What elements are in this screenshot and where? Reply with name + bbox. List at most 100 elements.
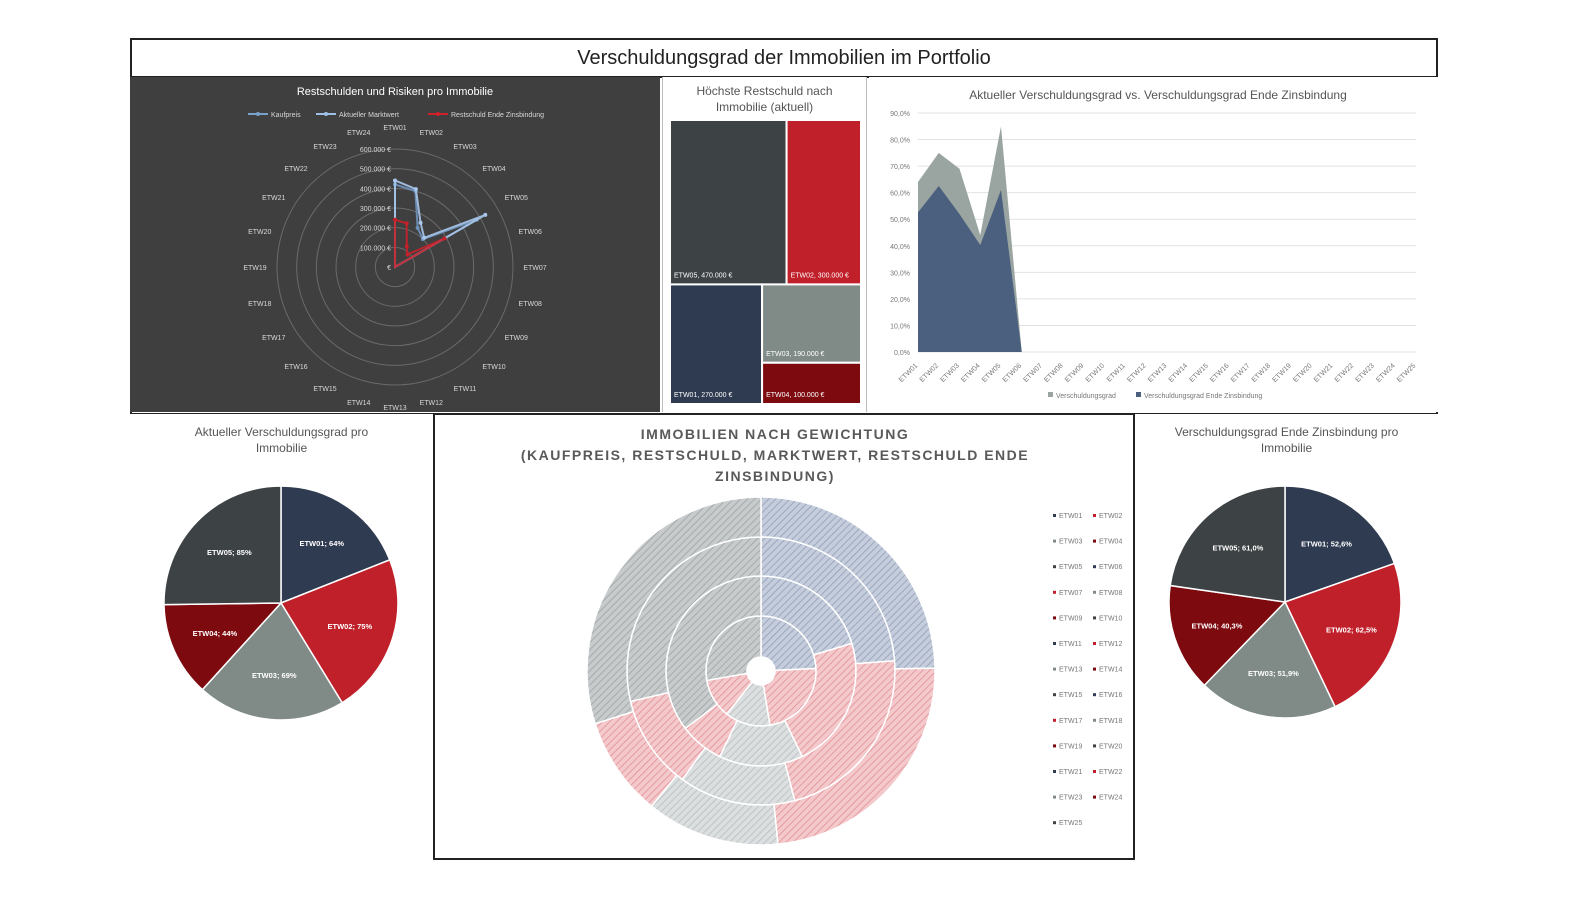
- area-x-tick-etw09: ETW09: [1064, 362, 1086, 384]
- treemap-tile-2: [785, 119, 862, 286]
- radar-category-etw05: ETW05: [505, 195, 528, 202]
- sunburst-legend-swatch: [1093, 693, 1096, 697]
- radar-category-etw15: ETW15: [313, 386, 336, 393]
- radar-category-etw06: ETW06: [519, 229, 542, 236]
- radar-chart: Restschulden und Risiken pro Immobilie €…: [243, 86, 546, 412]
- pie-end-chart: ETW01; 52,6% ETW02; 62,5% ETW03; 51,9% ETW0…: [1168, 485, 1402, 719]
- treemap-tile-3: [669, 283, 764, 405]
- area-y-tick: 10,0%: [890, 323, 910, 330]
- radar-category-etw08: ETW08: [519, 301, 542, 308]
- sunburst-segment-restschuld-ende-zinsbindung-5: [586, 496, 762, 725]
- sunburst-legend-etw04: ETW04: [1099, 539, 1122, 546]
- treemap-panel: Höchste Restschuld nach Immobilie (aktue…: [662, 77, 867, 412]
- radar-chart-panel: Restschulden und Risiken pro Immobilie €…: [130, 77, 660, 412]
- radar-tick-label: 100.000 €: [360, 245, 391, 252]
- radar-category-etw24: ETW24: [347, 130, 370, 137]
- pie-slice-label: ETW04; 44%: [193, 629, 238, 638]
- sunburst-legend-swatch: [1093, 770, 1096, 773]
- treemap-chart: ETW05, 470.000 € ETW02, 300.000 € ETW01, 2…: [669, 119, 862, 405]
- radar-tick-label: 600.000 €: [360, 147, 391, 154]
- sunburst-legend-etw22: ETW22: [1099, 769, 1122, 776]
- radar-category-etw09: ETW09: [505, 335, 528, 342]
- area-x-tick-etw07: ETW07: [1022, 362, 1044, 384]
- pie-slice-label: ETW03; 69%: [252, 671, 297, 680]
- sunburst-legend-swatch: [1053, 565, 1056, 569]
- sunburst-legend-etw01: ETW01: [1059, 513, 1082, 520]
- sunburst-legend-etw02: ETW02: [1099, 513, 1122, 520]
- sunburst-legend-swatch: [1053, 821, 1056, 825]
- area-legend-label: Verschuldungsgrad: [1056, 393, 1116, 400]
- area-chart: Aktueller Verschuldungsgrad vs. Verschul…: [890, 88, 1417, 400]
- sunburst-title-line-3: ZINSBINDUNG): [715, 468, 835, 484]
- area-x-tick-etw23: ETW23: [1354, 362, 1376, 384]
- sunburst-legend-etw21: ETW21: [1059, 769, 1082, 776]
- area-title: Aktueller Verschuldungsgrad vs. Verschul…: [969, 88, 1347, 102]
- radar-point: [393, 217, 397, 222]
- radar-category-etw04: ETW04: [482, 166, 505, 173]
- sunburst-legend-etw10: ETW10: [1099, 615, 1122, 622]
- sunburst-legend-etw07: ETW07: [1059, 590, 1082, 597]
- sunburst-legend-etw11: ETW11: [1059, 641, 1082, 648]
- sunburst-legend-swatch: [1093, 590, 1096, 594]
- area-x-tick-etw15: ETW15: [1188, 362, 1210, 384]
- pie-slice-4: [1168, 584, 1287, 687]
- area-y-tick: 40,0%: [890, 244, 910, 251]
- sunburst-legend-etw15: ETW15: [1059, 692, 1082, 699]
- radar-tick-label: 500.000 €: [360, 167, 391, 174]
- sunburst-legend-etw16: ETW16: [1099, 692, 1122, 699]
- sunburst-legend-etw09: ETW09: [1059, 615, 1082, 622]
- treemap-tile-label: ETW03, 190.000 €: [766, 351, 824, 358]
- sunburst-legend-swatch: [1053, 616, 1056, 620]
- sunburst-legend-swatch: [1093, 667, 1096, 671]
- sunburst-legend-swatch: [1053, 718, 1056, 722]
- sunburst-legend-etw14: ETW14: [1099, 667, 1122, 674]
- radar-legend-marker: [256, 112, 260, 116]
- radar-category-etw13: ETW13: [383, 405, 406, 412]
- radar-tick-label: 200.000 €: [360, 226, 391, 233]
- area-legend-swatch: [1048, 392, 1053, 397]
- radar-point: [442, 236, 447, 241]
- radar-grid-ring: [296, 168, 494, 366]
- radar-legend-marker: [436, 112, 440, 116]
- radar-category-etw19: ETW19: [243, 265, 266, 272]
- area-x-tick-etw13: ETW13: [1147, 362, 1169, 384]
- sunburst-title-line-1: IMMOBILIEN NACH GEWICHTUNG: [641, 426, 909, 442]
- area-y-tick: 30,0%: [890, 270, 910, 277]
- sunburst-legend-swatch: [1093, 514, 1096, 517]
- radar-point: [483, 212, 488, 217]
- sunburst-legend-swatch: [1053, 770, 1056, 773]
- sunburst-legend-etw24: ETW24: [1099, 795, 1122, 802]
- sunburst-legend-swatch: [1093, 795, 1096, 799]
- area-y-tick: 20,0%: [890, 297, 910, 304]
- radar-point: [413, 187, 418, 192]
- radar-point: [393, 178, 397, 183]
- sunburst-legend-swatch: [1053, 744, 1056, 748]
- area-chart-panel: Aktueller Verschuldungsgrad vs. Verschul…: [869, 77, 1438, 412]
- radar-tick-label: 400.000 €: [360, 186, 391, 193]
- sunburst-chart: IMMOBILIEN NACH GEWICHTUNG (KAUFPREIS, R…: [521, 426, 1122, 846]
- radar-category-etw07: ETW07: [523, 265, 546, 272]
- treemap-tile-4: [761, 283, 862, 364]
- sunburst-legend-swatch: [1093, 616, 1096, 620]
- radar-title: Restschulden und Risiken pro Immobilie: [297, 86, 493, 98]
- area-y-tick: 60,0%: [890, 191, 910, 198]
- sunburst-legend-swatch: [1093, 642, 1096, 645]
- area-x-tick-etw21: ETW21: [1313, 362, 1335, 384]
- radar-point: [405, 252, 410, 257]
- treemap-title: Höchste Restschuld nach Immobilie (aktue…: [696, 84, 833, 114]
- page-title: Verschuldungsgrad der Immobilien im Port…: [132, 40, 1436, 78]
- radar-category-etw02: ETW02: [420, 130, 443, 137]
- treemap-tile-1: [669, 119, 788, 286]
- pie-slice-label: ETW05; 61,0%: [1212, 544, 1263, 553]
- sunburst-legend-swatch: [1053, 795, 1056, 799]
- area-x-tick-etw22: ETW22: [1334, 362, 1356, 384]
- area-x-tick-etw01: ETW01: [898, 362, 920, 384]
- radar-category-etw20: ETW20: [248, 229, 271, 236]
- sunburst-legend-swatch: [1093, 718, 1096, 722]
- radar-tick-label: €: [387, 265, 391, 272]
- pie-slice-label: ETW03; 51,9%: [1248, 669, 1299, 678]
- sunburst-legend-etw03: ETW03: [1059, 539, 1082, 546]
- treemap-tile-label: ETW05, 470.000 €: [674, 272, 732, 279]
- area-legend-label: Verschuldungsgrad Ende Zinsbindung: [1144, 393, 1262, 400]
- pie-slice-4: [163, 602, 283, 691]
